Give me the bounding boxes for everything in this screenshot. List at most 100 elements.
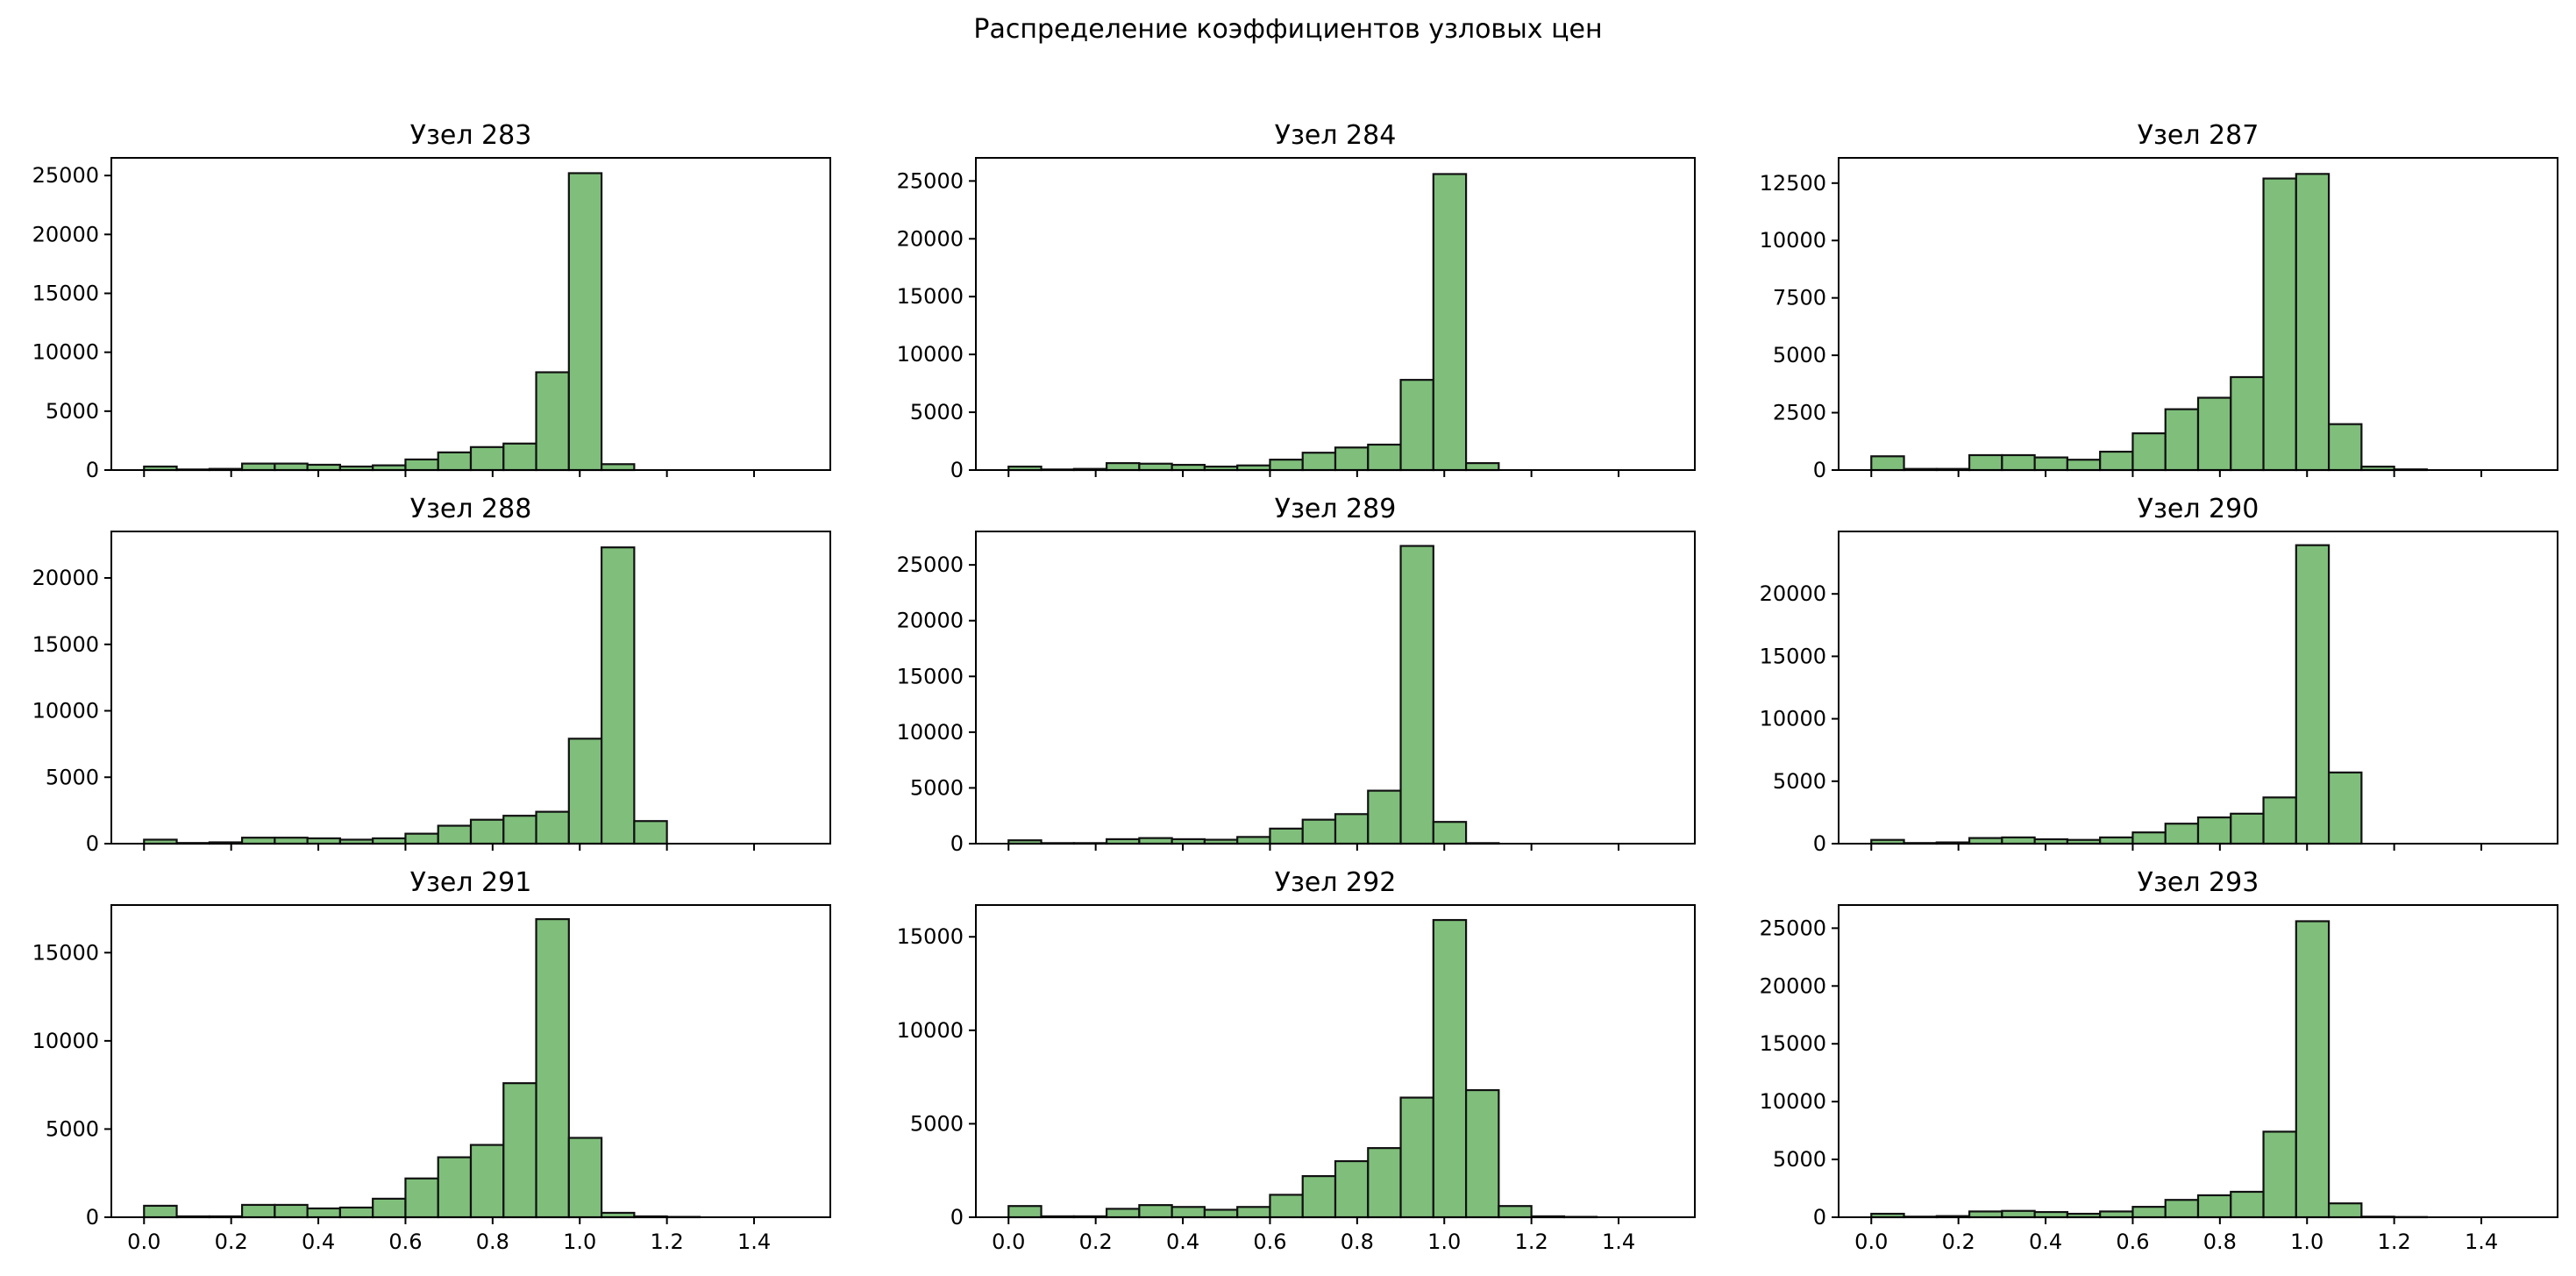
histogram-bars (1007, 545, 1500, 845)
histogram-bar (1236, 1206, 1271, 1219)
y-tick-label: 5000 (46, 1116, 99, 1141)
histogram-bar (1301, 452, 1337, 472)
x-tick-label: 0.2 (215, 1230, 248, 1254)
histogram-bars (143, 917, 701, 1219)
x-axis (1007, 470, 1620, 477)
y-tick-label: 15000 (1760, 644, 1826, 668)
histogram-bar (2164, 1199, 2200, 1219)
x-tick-label: 0.8 (2203, 1230, 2237, 1254)
y-tick-label: 5000 (46, 765, 99, 789)
histogram-bar (2033, 456, 2069, 472)
y-axis: 0 2500 5000 7500 10000 12500 (1760, 171, 1839, 482)
histogram-bar (2230, 1190, 2265, 1219)
y-tick-label: 15000 (32, 281, 99, 305)
subplot-title: Узел 288 (410, 494, 532, 524)
y-tick-label: 0 (86, 458, 99, 482)
histogram-bar (1464, 1088, 1500, 1219)
x-tick-label: 0.4 (2029, 1230, 2062, 1254)
histogram-bar (240, 837, 276, 845)
y-tick-label: 0 (1813, 831, 1826, 856)
y-tick-label: 5000 (910, 1111, 964, 1136)
x-axis (143, 470, 756, 477)
x-tick-label: 1.0 (563, 1230, 596, 1254)
histogram-bar (437, 1156, 473, 1219)
histogram-bar (2131, 831, 2167, 845)
x-tick-label: 1.2 (1515, 1230, 1548, 1254)
histogram-bar (2230, 375, 2265, 472)
y-tick-label: 10000 (897, 1018, 964, 1043)
histogram-bar (1301, 818, 1337, 845)
histogram-bar (1334, 1159, 1370, 1219)
histogram-bar (274, 1203, 309, 1219)
histogram-bar (2295, 173, 2330, 472)
subplot-3: Узел 287 0 2500 5000 7500 10000 12500 (1760, 120, 2558, 482)
subplot-title: Узел 291 (410, 867, 532, 898)
y-tick-label: 10000 (1760, 228, 1826, 253)
histogram-bar (469, 1144, 505, 1219)
histogram-bar (1138, 1204, 1173, 1219)
histogram-bars (143, 172, 636, 472)
axes-frame (110, 904, 831, 1218)
y-axis: 0 5000 10000 15000 20000 25000 (32, 163, 111, 482)
subplot-title: Узел 289 (1275, 494, 1397, 524)
x-axis: 0.0 0.2 0.4 0.6 0.8 1.0 1.2 1.4 (127, 1217, 771, 1254)
histogram-bar (1301, 1175, 1337, 1219)
histogram-bar (2099, 450, 2134, 472)
histogram-bar (1236, 836, 1271, 845)
y-tick-label: 10000 (1760, 707, 1826, 731)
subplot-1: Узел 283 0 5000 10000 15000 20000 25000 (32, 120, 831, 482)
histogram-bar (2327, 1202, 2363, 1219)
y-tick-label: 10000 (32, 699, 99, 724)
y-tick-label: 15000 (32, 632, 99, 657)
y-tick-label: 5000 (1773, 769, 1826, 794)
y-axis: 0 5000 10000 15000 20000 25000 (1760, 916, 1839, 1230)
y-tick-label: 2500 (1773, 401, 1826, 425)
histogram-bar (2131, 1206, 2167, 1219)
y-tick-label: 25000 (897, 552, 964, 577)
histogram-bar (1269, 1194, 1304, 1219)
histogram-bar (1269, 827, 1304, 845)
histogram-bar (469, 818, 505, 845)
x-axis (143, 844, 756, 851)
x-tick-label: 0.6 (388, 1230, 422, 1254)
y-tick-label: 12500 (1760, 171, 1826, 196)
histogram-bar (2001, 1209, 2036, 1219)
y-tick-label: 25000 (32, 163, 99, 188)
subplot-title: Узел 293 (2138, 867, 2259, 898)
histogram-bar (240, 1203, 276, 1219)
y-tick-label: 5000 (910, 400, 964, 424)
histogram-bar (1870, 455, 1905, 472)
y-tick-label: 0 (86, 1205, 99, 1230)
histogram-bar (567, 172, 603, 472)
histogram-bar (1105, 461, 1141, 472)
histogram-bars (1007, 918, 1598, 1219)
y-tick-label: 5000 (1773, 1147, 1826, 1172)
histogram-bar (535, 810, 570, 845)
histogram-bar (502, 442, 537, 472)
x-tick-label: 0.8 (476, 1230, 509, 1254)
histogram-bar (1367, 789, 1402, 845)
histogram-bar (2295, 544, 2330, 845)
histogram-bar (1269, 459, 1304, 472)
y-axis: 0 5000 10000 15000 20000 (32, 566, 111, 856)
y-tick-label: 15000 (897, 924, 964, 949)
histogram-bar (1007, 1205, 1042, 1219)
y-tick-label: 20000 (897, 226, 964, 251)
histogram-bar (2001, 453, 2036, 472)
y-tick-label: 25000 (897, 168, 964, 193)
axes-frame (1838, 904, 2558, 1218)
subplot-title: Узел 283 (410, 120, 532, 151)
histogram-bar (2099, 836, 2134, 845)
y-tick-label: 20000 (32, 222, 99, 246)
x-tick-label: 0.0 (992, 1230, 1025, 1254)
histogram-bar (404, 1177, 439, 1219)
histogram-bar (600, 546, 636, 845)
histogram-bar (2196, 816, 2232, 845)
histogram-bar (1171, 1206, 1206, 1219)
y-axis: 0 5000 10000 15000 (32, 940, 111, 1230)
histogram-bars (1870, 544, 2363, 845)
histogram-bar (633, 820, 668, 845)
subplot-2: Узел 284 0 5000 10000 15000 20000 25000 (897, 120, 1696, 482)
